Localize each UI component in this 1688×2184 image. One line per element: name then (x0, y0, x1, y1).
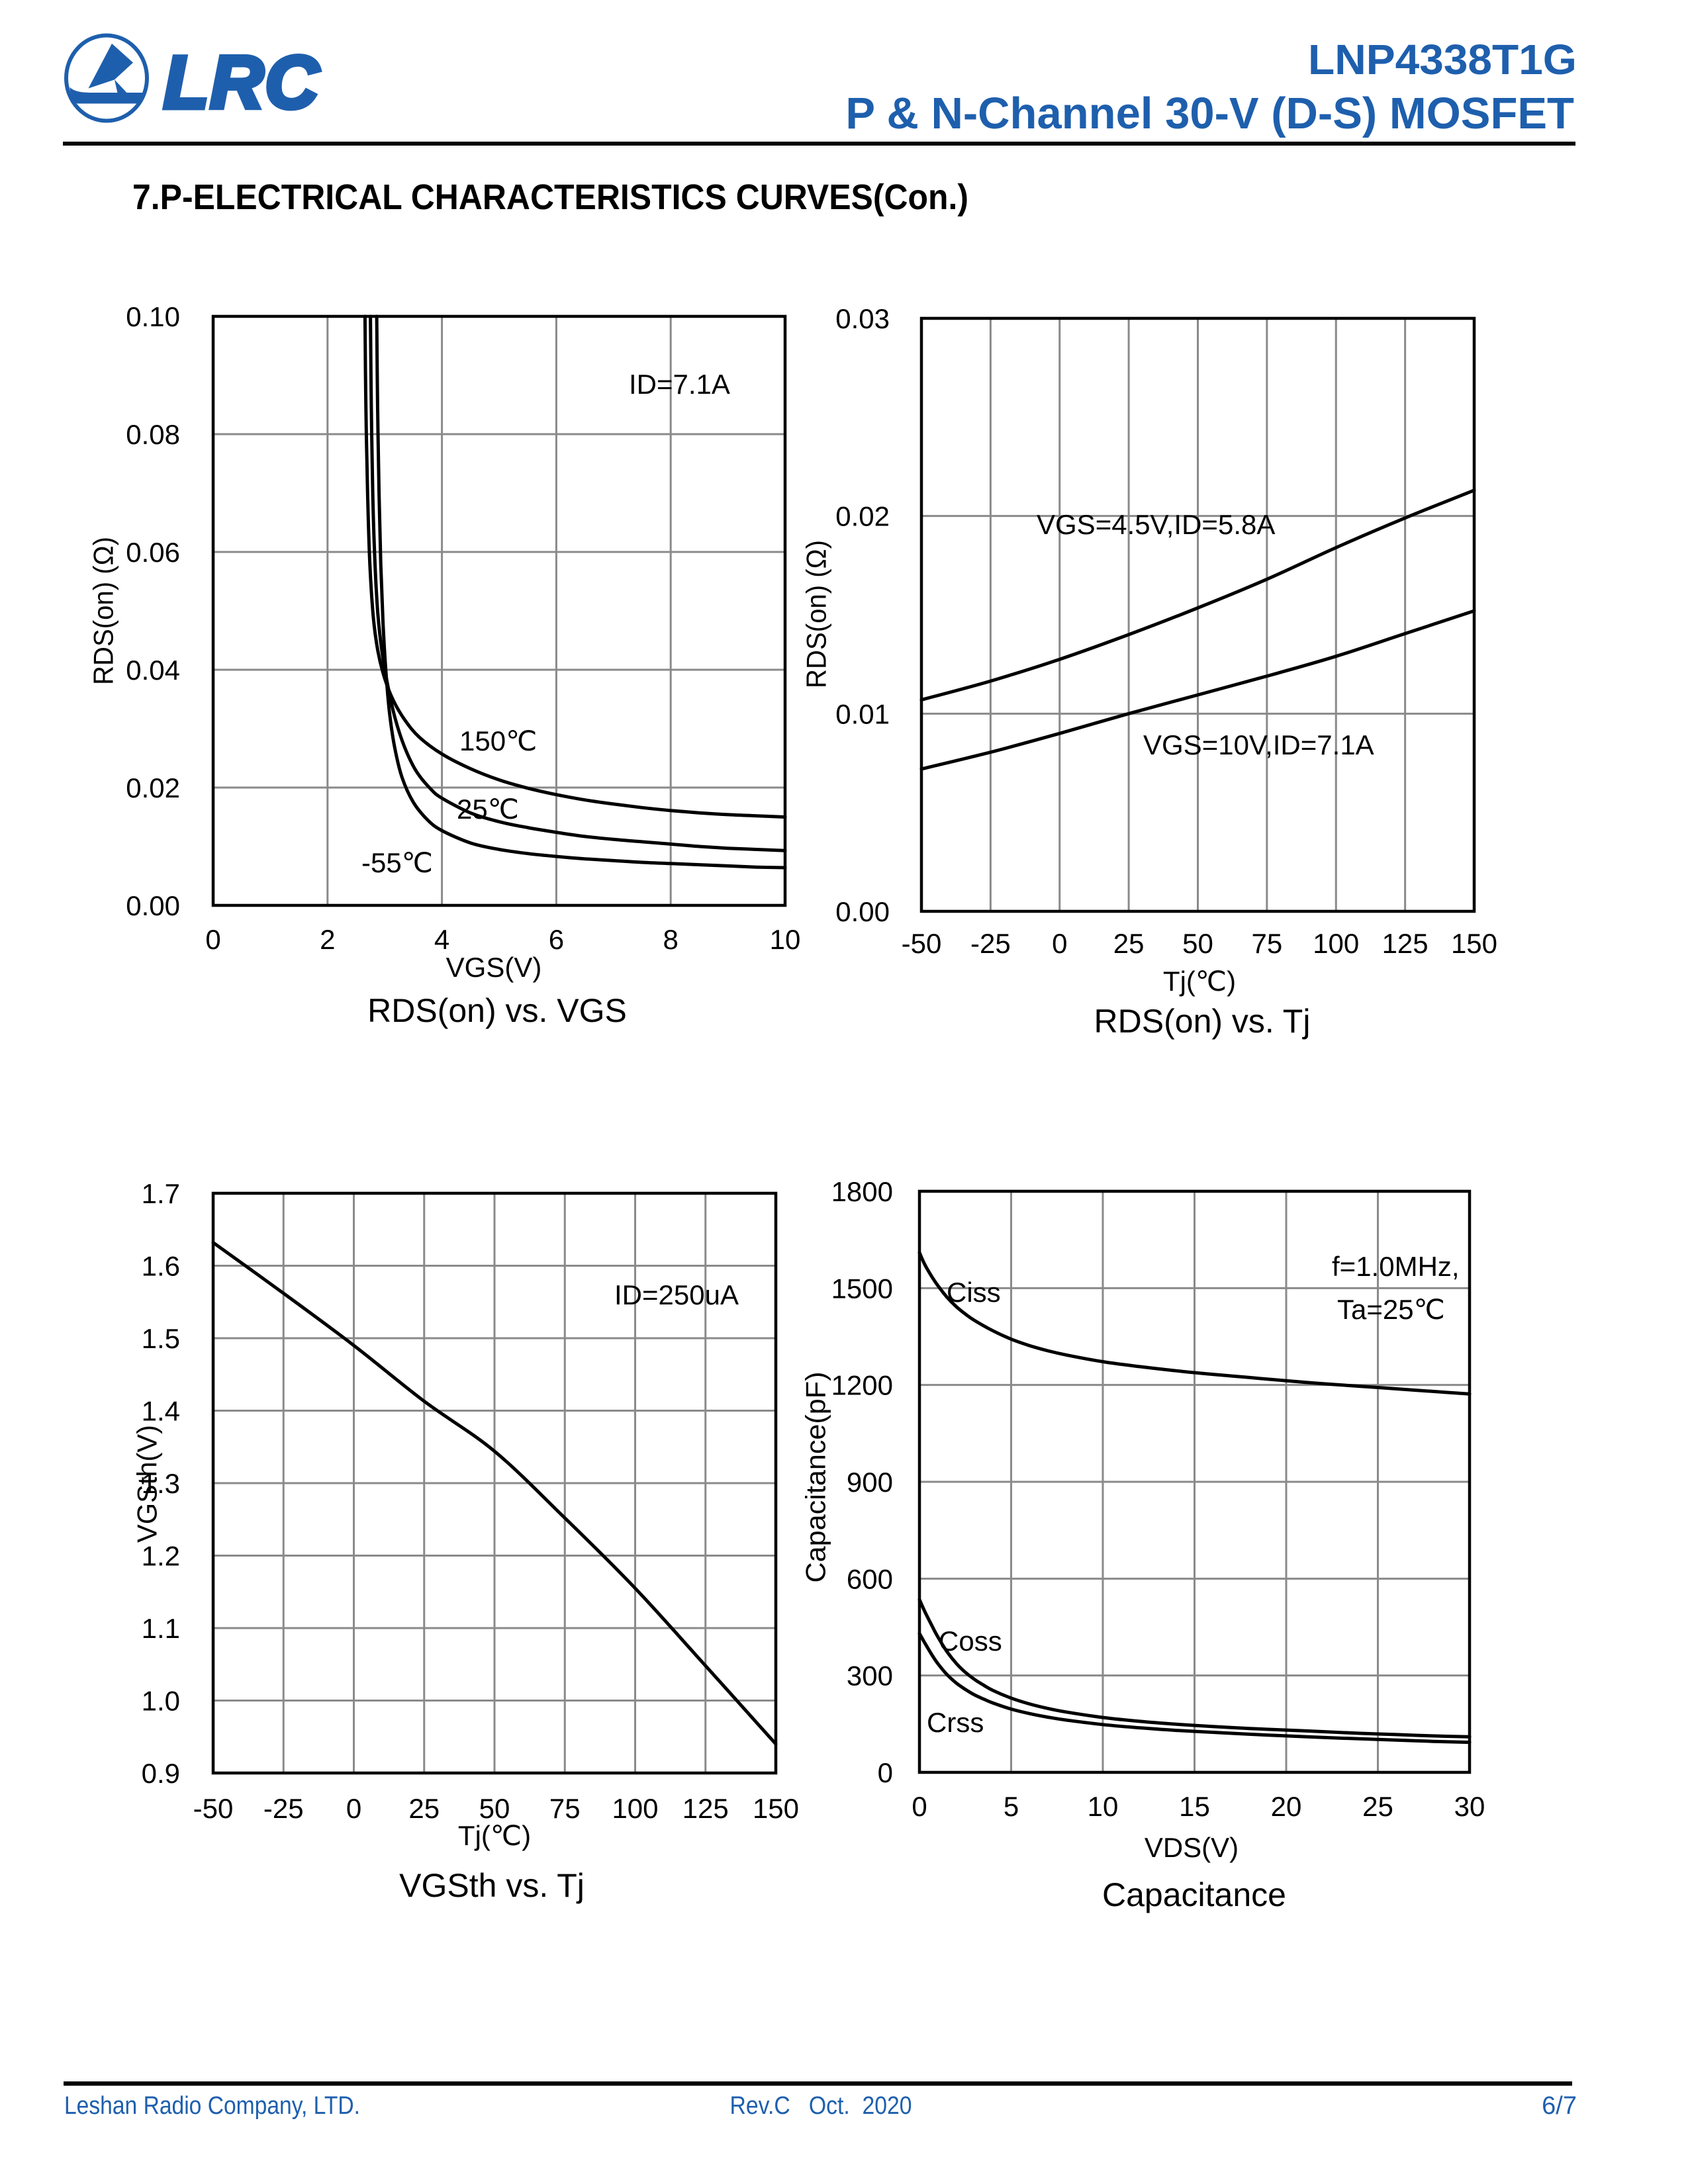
svg-text:0.04: 0.04 (126, 655, 180, 686)
svg-text:0.9: 0.9 (142, 1758, 180, 1789)
svg-text:0.10: 0.10 (126, 301, 180, 332)
svg-text:50: 50 (1182, 928, 1213, 959)
svg-text:P & N-Channel 30-V (D-S) MOSFE: P & N-Channel 30-V (D-S) MOSFET (845, 89, 1574, 138)
svg-text:75: 75 (549, 1793, 581, 1824)
svg-text:150: 150 (753, 1793, 799, 1824)
svg-text:6: 6 (549, 924, 564, 955)
svg-text:Ciss: Ciss (947, 1277, 1001, 1308)
svg-text:VGSth(V): VGSth(V) (132, 1425, 163, 1543)
svg-text:10: 10 (1088, 1791, 1119, 1822)
svg-text:0: 0 (346, 1793, 361, 1824)
svg-text:8: 8 (663, 924, 679, 955)
svg-text:RDS(on) (Ω): RDS(on) (Ω) (801, 540, 832, 688)
svg-text:30: 30 (1454, 1791, 1485, 1822)
svg-text:0.08: 0.08 (126, 419, 180, 450)
svg-text:RDS(on) (Ω): RDS(on) (Ω) (88, 537, 119, 685)
svg-text:25: 25 (408, 1793, 440, 1824)
svg-text:ID=7.1A: ID=7.1A (629, 369, 730, 400)
svg-text:LNP4338T1G: LNP4338T1G (1308, 36, 1577, 83)
svg-text:75: 75 (1252, 928, 1283, 959)
svg-text:900: 900 (847, 1467, 893, 1498)
svg-text:0.00: 0.00 (835, 896, 890, 927)
svg-text:6/7: 6/7 (1542, 2092, 1577, 2120)
svg-text:Crss: Crss (927, 1707, 984, 1738)
svg-text:VDS(V): VDS(V) (1145, 1832, 1239, 1863)
svg-text:-55℃: -55℃ (361, 847, 433, 878)
svg-text:1200: 1200 (831, 1370, 893, 1401)
svg-text:25: 25 (1113, 928, 1145, 959)
svg-text:100: 100 (1313, 928, 1359, 959)
svg-text:7.P-ELECTRICAL CHARACTERISTICS: 7.P-ELECTRICAL CHARACTERISTICS CURVES(Co… (132, 177, 968, 217)
svg-text:125: 125 (1382, 928, 1429, 959)
svg-text:RDS(on) vs. Tj: RDS(on) vs. Tj (1094, 1003, 1311, 1040)
svg-text:VGS(V): VGS(V) (446, 952, 542, 983)
svg-text:-50: -50 (902, 928, 942, 959)
svg-text:-50: -50 (193, 1793, 234, 1824)
svg-text:0.01: 0.01 (835, 698, 890, 729)
svg-text:Capacitance: Capacitance (1102, 1876, 1286, 1913)
svg-text:Coss: Coss (939, 1625, 1002, 1657)
svg-text:10: 10 (770, 924, 801, 955)
svg-text:1.7: 1.7 (142, 1178, 180, 1209)
svg-text:Ta=25℃: Ta=25℃ (1337, 1294, 1445, 1325)
svg-text:1800: 1800 (831, 1176, 893, 1207)
svg-text:1.4: 1.4 (142, 1396, 180, 1427)
svg-text:0: 0 (912, 1791, 927, 1822)
svg-text:1.2: 1.2 (142, 1541, 180, 1572)
svg-text:1.6: 1.6 (142, 1251, 180, 1282)
svg-text:0.06: 0.06 (126, 537, 180, 568)
svg-text:RDS(on) vs. VGS: RDS(on) vs. VGS (367, 992, 627, 1029)
svg-text:1.5: 1.5 (142, 1323, 180, 1354)
svg-text:1.3: 1.3 (142, 1468, 180, 1499)
svg-text:VGS=4.5V,ID=5.8A: VGS=4.5V,ID=5.8A (1037, 509, 1275, 540)
svg-text:5: 5 (1004, 1791, 1019, 1822)
svg-text:Rev.C Oct. 2020: Rev.C Oct. 2020 (730, 2092, 912, 2120)
svg-text:Leshan Radio Company, LTD.: Leshan Radio Company, LTD. (64, 2092, 360, 2120)
svg-text:100: 100 (612, 1793, 658, 1824)
svg-text:0: 0 (878, 1757, 893, 1788)
svg-text:0: 0 (1052, 928, 1067, 959)
svg-text:0.02: 0.02 (126, 772, 180, 803)
svg-text:25: 25 (1362, 1791, 1393, 1822)
svg-text:Tj(℃): Tj(℃) (1163, 966, 1236, 997)
svg-text:Tj(℃): Tj(℃) (458, 1820, 531, 1851)
svg-text:150℃: 150℃ (459, 725, 537, 756)
svg-text:0.03: 0.03 (835, 303, 890, 334)
svg-text:ID=250uA: ID=250uA (614, 1279, 739, 1310)
svg-text:0.02: 0.02 (835, 501, 890, 532)
svg-text:-25: -25 (970, 928, 1011, 959)
svg-text:125: 125 (682, 1793, 729, 1824)
svg-text:0: 0 (205, 924, 220, 955)
svg-text:1.1: 1.1 (142, 1613, 180, 1644)
svg-text:15: 15 (1179, 1791, 1210, 1822)
svg-text:-25: -25 (263, 1793, 304, 1824)
svg-text:150: 150 (1451, 928, 1497, 959)
svg-text:VGSth vs. Tj: VGSth vs. Tj (399, 1867, 585, 1904)
svg-text:1500: 1500 (831, 1273, 893, 1304)
svg-text:4: 4 (434, 924, 449, 955)
svg-text:20: 20 (1271, 1791, 1302, 1822)
svg-text:0.00: 0.00 (126, 890, 180, 921)
svg-text:600: 600 (847, 1563, 893, 1594)
svg-text:Capacitance(pF): Capacitance(pF) (800, 1372, 831, 1583)
svg-text:1.0: 1.0 (142, 1686, 180, 1717)
svg-text:LRC: LRC (164, 41, 320, 124)
svg-text:2: 2 (320, 924, 335, 955)
svg-text:f=1.0MHz,: f=1.0MHz, (1332, 1251, 1460, 1282)
svg-text:VGS=10V,ID=7.1A: VGS=10V,ID=7.1A (1143, 729, 1374, 760)
svg-text:300: 300 (847, 1661, 893, 1692)
svg-text:50: 50 (479, 1793, 510, 1824)
